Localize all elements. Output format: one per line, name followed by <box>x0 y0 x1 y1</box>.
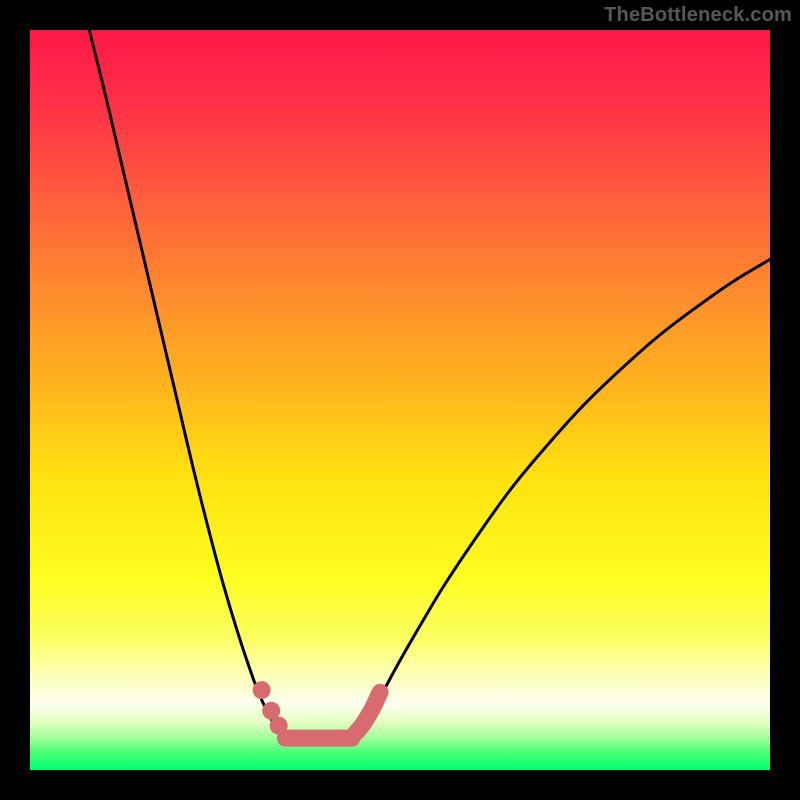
chart-container: TheBottleneck.com <box>0 0 800 800</box>
overlay-left-dot <box>270 717 288 735</box>
watermark-text: TheBottleneck.com <box>604 4 792 27</box>
plot-area <box>30 30 770 770</box>
overlay-left-dot <box>253 681 271 699</box>
chart-svg <box>30 30 770 770</box>
